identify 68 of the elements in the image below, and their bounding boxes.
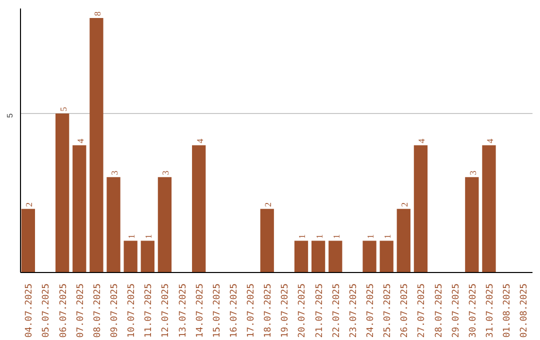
bar [55, 113, 70, 272]
data-label: 1 [126, 234, 137, 239]
x-tick-label: 07.07.2025 [76, 283, 86, 338]
x-tick-label: 31.07.2025 [485, 283, 496, 338]
x-tick-label: 19.07.2025 [280, 283, 291, 338]
x-tick-label: 04.07.2025 [24, 283, 35, 338]
data-label: 1 [331, 234, 342, 239]
bar [380, 240, 394, 272]
bar [482, 145, 496, 272]
data-label: 1 [382, 234, 393, 239]
x-tick-label: 08.07.2025 [92, 283, 103, 338]
x-tick-label: 21.07.2025 [314, 283, 325, 338]
x-tick-label: 30.07.2025 [468, 283, 478, 338]
x-tick-label: 11.07.2025 [144, 283, 154, 338]
bar [328, 240, 342, 272]
data-label: 8 [92, 11, 102, 16]
x-tick-label: 09.07.2025 [110, 283, 120, 338]
bar [192, 145, 206, 272]
bar [294, 240, 308, 272]
x-tick-label: 24.07.2025 [366, 283, 376, 338]
data-label: 2 [400, 202, 410, 207]
data-label: 4 [75, 138, 86, 144]
bar [106, 177, 120, 272]
x-tick-label: 29.07.2025 [451, 283, 462, 338]
x-tick-label: 05.07.2025 [42, 283, 52, 338]
bar [124, 240, 138, 272]
x-tick-label: 26.07.2025 [400, 283, 410, 338]
data-label: 1 [297, 234, 308, 239]
data-label: 2 [263, 202, 274, 207]
data-label: 1 [366, 234, 376, 239]
data-label: 3 [160, 170, 171, 176]
x-tick-label: 23.07.2025 [348, 283, 359, 338]
bar [414, 145, 428, 272]
x-tick-label: 22.07.2025 [332, 283, 342, 338]
data-label: 1 [144, 234, 154, 239]
x-tick-label: 20.07.2025 [298, 283, 308, 338]
data-label: 4 [416, 138, 427, 144]
x-tick-label: 28.07.2025 [434, 283, 444, 338]
x-tick-label: 17.07.2025 [246, 283, 257, 338]
x-tick-label: 12.07.2025 [161, 283, 172, 338]
bar [72, 145, 86, 272]
x-tick-label: 14.07.2025 [195, 283, 206, 338]
bar [396, 208, 410, 272]
x-tick-label: 25.07.2025 [383, 283, 394, 338]
bar [311, 240, 326, 272]
data-label: 3 [110, 170, 120, 176]
x-tick-label: 13.07.2025 [178, 283, 188, 338]
x-tick-label: 15.07.2025 [212, 283, 222, 338]
data-label: 5 [58, 106, 68, 112]
x-tick-label: 16.07.2025 [229, 283, 240, 338]
bar [21, 208, 36, 272]
bar [465, 177, 479, 272]
data-label: 2 [24, 202, 34, 207]
data-label: 4 [194, 138, 205, 144]
bar [158, 177, 172, 272]
bar [260, 208, 274, 272]
data-label: 4 [484, 138, 495, 144]
bar [140, 240, 154, 272]
x-tick-label: 06.07.2025 [58, 283, 69, 338]
x-tick-label: 01.08.2025 [502, 283, 513, 338]
data-label: 3 [468, 170, 478, 176]
bar [362, 240, 376, 272]
bar [90, 18, 104, 272]
data-label: 1 [314, 234, 324, 239]
x-tick-label: 02.08.2025 [520, 283, 530, 338]
x-tick-label: 27.07.2025 [417, 283, 428, 338]
x-tick-label: 10.07.2025 [127, 283, 138, 338]
x-tick-label: 18.07.2025 [264, 283, 274, 338]
